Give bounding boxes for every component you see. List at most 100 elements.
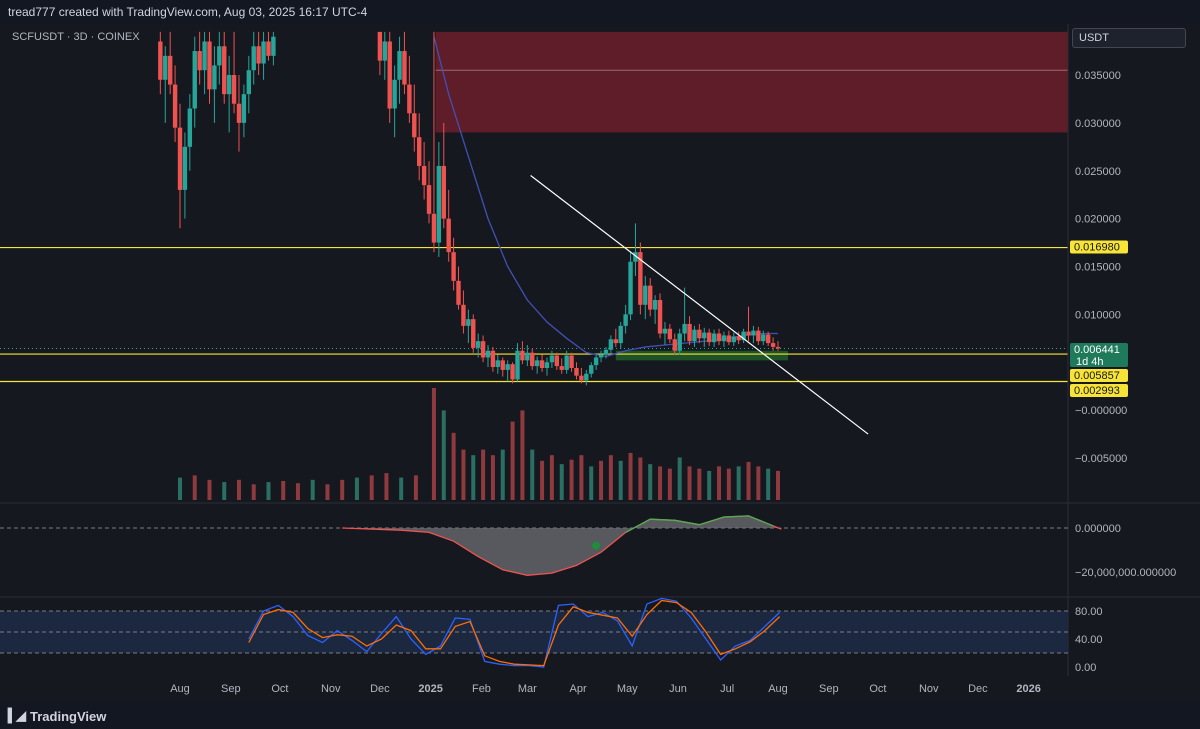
volume-bar <box>648 464 653 500</box>
candle-body <box>187 108 193 147</box>
candle-body <box>182 146 188 190</box>
volume-bar <box>658 466 663 500</box>
volume-bar <box>726 468 731 500</box>
volume-bar <box>549 455 554 500</box>
candle-body <box>271 36 276 56</box>
candle-body <box>402 51 407 85</box>
volume-bar <box>481 449 486 500</box>
volume-bar <box>687 466 692 500</box>
candle-body <box>731 336 736 343</box>
candle-body <box>702 332 707 339</box>
tradingview-logo[interactable]: ▍◢ TradingView <box>8 708 106 724</box>
candle-body <box>436 165 442 243</box>
candle-body <box>192 51 197 109</box>
price-badge <box>1070 369 1128 382</box>
candle-body <box>231 75 237 104</box>
candle-body <box>158 41 163 80</box>
candle-body <box>441 165 446 219</box>
candle-body <box>648 285 653 310</box>
volume-bar <box>441 410 446 500</box>
stochastic-k-line <box>248 597 781 668</box>
volume-bar <box>325 484 330 500</box>
oscillator-signal-marker <box>592 541 601 550</box>
candle-body <box>652 300 658 310</box>
volume-bar <box>736 466 741 500</box>
volume-bar <box>236 479 241 500</box>
candle-body <box>241 94 247 123</box>
candle-body <box>236 103 242 123</box>
candle-body <box>207 41 212 90</box>
price-badge <box>1070 343 1128 367</box>
price-badge-label: 0.002993 <box>1074 385 1120 397</box>
candle-body <box>387 41 392 109</box>
candle-body <box>687 323 692 342</box>
time-tick-label: Aug <box>768 683 788 695</box>
symbol-label: SCFUSDT · 3D · COINEX <box>12 31 140 43</box>
volume-bar <box>608 455 613 500</box>
candle-body <box>544 362 550 368</box>
candle-body <box>407 84 412 114</box>
volume-bar <box>461 449 466 500</box>
volume-bar <box>510 421 515 500</box>
volume-bar <box>354 477 359 500</box>
volume-bar <box>431 388 436 500</box>
candle-body <box>246 70 252 95</box>
candle-body <box>584 373 589 381</box>
candle-body <box>638 252 643 305</box>
candle-body <box>461 304 466 326</box>
candle-body <box>706 332 712 343</box>
volume-bar <box>384 473 389 500</box>
candle-body <box>515 350 520 380</box>
price-tick-label: 0.015000 <box>1075 262 1121 274</box>
tradingview-logo-icon: ▍◢ <box>8 708 26 723</box>
candle-body <box>613 339 619 344</box>
volume-bar <box>222 482 227 500</box>
candle-body <box>500 360 505 370</box>
oscillator-area <box>342 515 782 576</box>
candle-body <box>505 364 510 370</box>
candle-body <box>490 350 496 368</box>
candle-body <box>623 314 628 326</box>
volume-bar <box>192 475 197 500</box>
volume-bar <box>207 479 212 500</box>
oscillator-line-positive <box>625 515 774 533</box>
candle-body <box>579 375 584 381</box>
price-badge-countdown: 1d 4h <box>1076 356 1104 368</box>
volume-bar <box>599 460 604 500</box>
oscillator-tick-label: −20,000,000.000000 <box>1075 567 1176 579</box>
candle-body <box>212 65 217 90</box>
time-tick-label: Nov <box>919 683 939 695</box>
volume-bar <box>628 452 633 500</box>
volume-bar <box>266 482 271 500</box>
candle-body <box>197 51 202 71</box>
candle-body <box>475 341 481 348</box>
price-tick-label: 0.035000 <box>1075 70 1121 82</box>
candle-body <box>736 336 741 341</box>
demand-zone <box>615 350 788 361</box>
volume-bar <box>251 484 256 500</box>
time-tick-label: Jul <box>720 683 734 695</box>
price-tick-label: 0.030000 <box>1075 118 1121 130</box>
volume-bar <box>490 455 495 500</box>
candle-body <box>456 280 461 305</box>
candle-body <box>226 75 232 95</box>
candle-body <box>628 261 633 315</box>
candle-body <box>222 46 227 95</box>
candle-body <box>421 165 427 186</box>
time-tick-label: May <box>617 683 638 695</box>
candle-body <box>426 185 432 214</box>
stochastic-tick-label: 80.00 <box>1075 606 1103 618</box>
candle-body <box>746 331 751 336</box>
candle-body <box>559 366 564 370</box>
volume-bar <box>667 468 672 500</box>
time-tick-label: Sep <box>819 683 839 695</box>
price-axis-currency[interactable]: USDT <box>1072 28 1186 48</box>
stochastic-tick-label: 0.00 <box>1075 662 1096 674</box>
candle-body <box>382 41 387 61</box>
candle-body <box>167 55 173 85</box>
candle-body <box>177 127 183 190</box>
time-tick-label: 2026 <box>1016 683 1040 695</box>
volume-bar <box>589 466 594 500</box>
candle-body <box>520 350 525 361</box>
